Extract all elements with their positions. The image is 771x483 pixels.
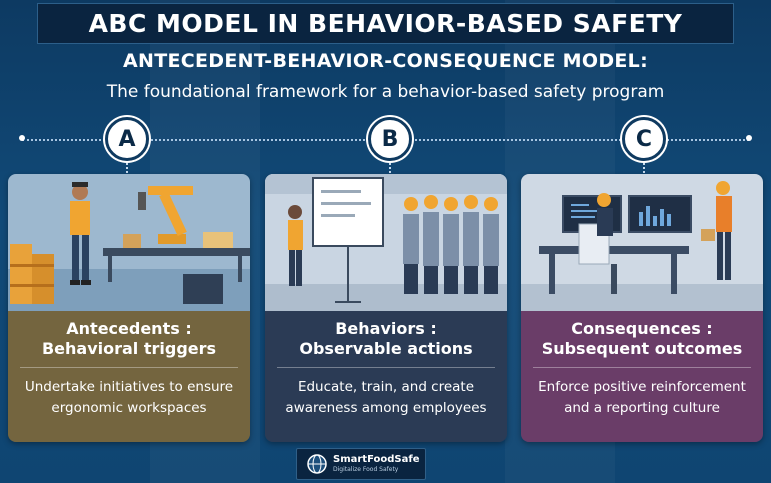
card-behaviors: Behaviors : Observable actions Educate, … bbox=[265, 174, 507, 442]
heading-line-2: Behavioral triggers bbox=[41, 339, 217, 358]
brand-name: SmartFoodSafe bbox=[333, 454, 420, 465]
letter-circle-a: A bbox=[105, 117, 149, 161]
subtitle: ANTECEDENT-BEHAVIOR-CONSEQUENCE MODEL: bbox=[123, 50, 648, 72]
tagline: The foundational framework for a behavio… bbox=[106, 82, 665, 102]
title-banner: ABC MODEL IN BEHAVIOR-BASED SAFETY bbox=[37, 3, 734, 44]
heading-line-2: Observable actions bbox=[299, 339, 473, 358]
divider bbox=[533, 367, 751, 368]
card-body: Antecedents : Behavioral triggers Undert… bbox=[8, 311, 250, 442]
safety-training-illustration bbox=[265, 174, 507, 311]
page-title: ABC MODEL IN BEHAVIOR-BASED SAFETY bbox=[88, 9, 683, 38]
card-heading: Antecedents : Behavioral triggers bbox=[8, 319, 250, 359]
timeline-dot-left bbox=[19, 135, 25, 141]
heading-line-1: Antecedents : bbox=[66, 319, 192, 338]
card-description: Enforce positive reinforcement and a rep… bbox=[521, 377, 763, 419]
desc-line-2: awareness among employees bbox=[285, 400, 487, 416]
divider bbox=[20, 367, 238, 368]
control-room-illustration bbox=[521, 174, 763, 311]
letter-circle-c: C bbox=[622, 117, 666, 161]
brand-tagline: Digitalize Food Safety bbox=[333, 466, 399, 473]
globe-logo-icon bbox=[307, 454, 327, 474]
brand-logo: SmartFoodSafe Digitalize Food Safety bbox=[296, 448, 426, 480]
worker-robotic-arm-illustration bbox=[8, 174, 250, 311]
connector-b bbox=[389, 163, 391, 173]
heading-line-1: Consequences : bbox=[571, 319, 713, 338]
desc-line-2: and a reporting culture bbox=[564, 400, 720, 416]
card-body: Consequences : Subsequent outcomes Enfor… bbox=[521, 311, 763, 442]
desc-line-1: Undertake initiatives to ensure bbox=[24, 379, 234, 395]
card-consequences: Consequences : Subsequent outcomes Enfor… bbox=[521, 174, 763, 442]
connector-a bbox=[126, 163, 128, 173]
desc-line-1: Enforce positive reinforcement bbox=[538, 379, 746, 395]
timeline-dot-right bbox=[746, 135, 752, 141]
heading-line-1: Behaviors : bbox=[335, 319, 437, 338]
heading-line-2: Subsequent outcomes bbox=[541, 339, 743, 358]
card-heading: Behaviors : Observable actions bbox=[265, 319, 507, 359]
desc-line-2: ergonomic workspaces bbox=[51, 400, 207, 416]
card-description: Educate, train, and create awareness amo… bbox=[265, 377, 507, 419]
card-description: Undertake initiatives to ensure ergonomi… bbox=[8, 377, 250, 419]
connector-c bbox=[643, 163, 645, 173]
desc-line-1: Educate, train, and create bbox=[297, 379, 475, 395]
card-heading: Consequences : Subsequent outcomes bbox=[521, 319, 763, 359]
card-body: Behaviors : Observable actions Educate, … bbox=[265, 311, 507, 442]
letter-circle-b: B bbox=[368, 117, 412, 161]
card-antecedents: Antecedents : Behavioral triggers Undert… bbox=[8, 174, 250, 442]
divider bbox=[277, 367, 495, 368]
